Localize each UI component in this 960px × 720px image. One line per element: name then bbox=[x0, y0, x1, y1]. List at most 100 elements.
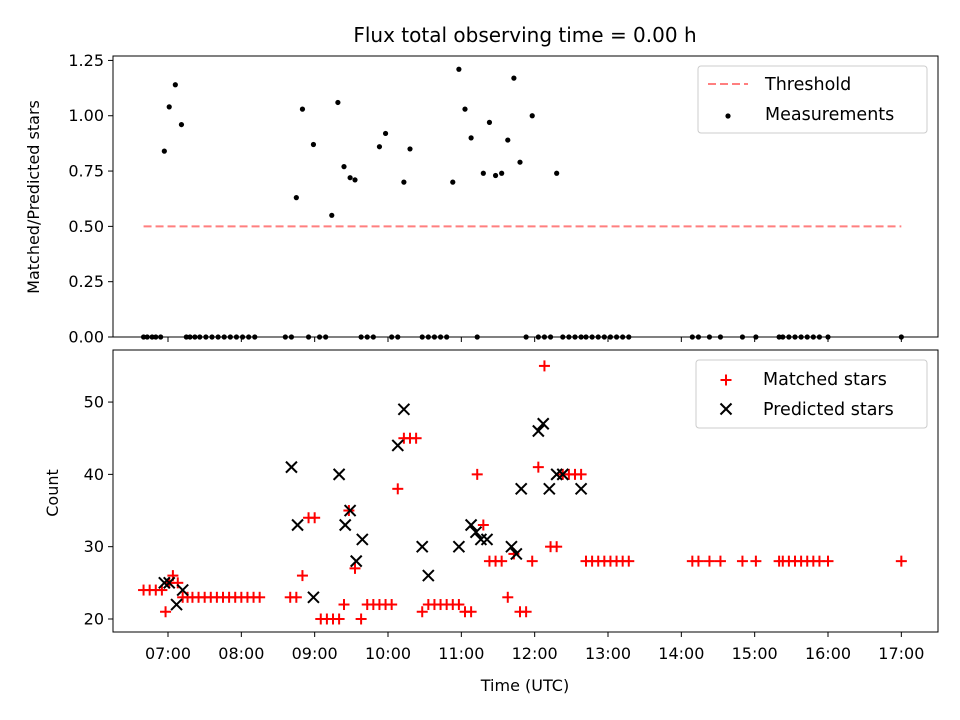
y-tick-label: 50 bbox=[84, 393, 104, 412]
measurement-point bbox=[717, 334, 724, 340]
measurement-point bbox=[239, 334, 246, 340]
measurement-point bbox=[352, 177, 358, 183]
predicted-star-point bbox=[543, 482, 556, 496]
measurement-point bbox=[583, 334, 589, 340]
measurement-point bbox=[695, 334, 702, 340]
bottom-panel: 20 30 40 50 07:00 08:00 09:00 10:00 11:00 12:00 1… bbox=[43, 349, 939, 695]
x-tick-label: 11:00 bbox=[438, 644, 484, 663]
predicted-star-point bbox=[350, 554, 363, 568]
measurement-point bbox=[753, 334, 759, 340]
legend-x-marker bbox=[719, 402, 733, 416]
measurement-point bbox=[613, 334, 620, 340]
measurement-point bbox=[419, 334, 425, 340]
measurement-point bbox=[523, 334, 529, 340]
predicted-star-point bbox=[510, 547, 523, 561]
matched-star-point bbox=[502, 591, 514, 603]
matched-star-point bbox=[410, 432, 422, 444]
x-tick-label: 14:00 bbox=[658, 644, 704, 663]
measurement-point bbox=[798, 334, 804, 340]
predicted-star-point bbox=[537, 417, 550, 430]
predicted-star-point bbox=[452, 540, 466, 553]
measurement-point bbox=[209, 334, 215, 340]
measurement-point bbox=[825, 334, 831, 340]
measurement-point bbox=[370, 334, 376, 340]
matched-star-point bbox=[714, 555, 726, 567]
predicted-star-point bbox=[339, 518, 352, 532]
measurement-point bbox=[780, 334, 786, 340]
top-legend: Threshold Measurements bbox=[697, 65, 928, 134]
matched-star-point bbox=[623, 555, 635, 567]
bottom-legend: Matched stars Predicted stars bbox=[695, 359, 928, 429]
chart-title: Flux total observing time = 0.00 h bbox=[353, 23, 696, 47]
measurement-point bbox=[215, 334, 221, 340]
measurement-point bbox=[601, 334, 607, 340]
measurement-point bbox=[499, 170, 505, 176]
measurement-point bbox=[589, 334, 595, 340]
bottom-y-axis: 20 30 40 50 bbox=[84, 393, 113, 628]
matched-star-point bbox=[386, 599, 398, 611]
predicted-star-point bbox=[422, 569, 435, 582]
predicted-star-point bbox=[291, 518, 304, 532]
measurement-point bbox=[172, 82, 178, 88]
x-tick-label: 08:00 bbox=[218, 644, 264, 663]
predicted-star-point bbox=[515, 482, 528, 496]
predicted-star-point bbox=[505, 540, 518, 553]
matched-star-point bbox=[465, 606, 477, 618]
predicted-star-point bbox=[307, 591, 320, 604]
measurement-point bbox=[323, 334, 329, 340]
measurement-point bbox=[395, 334, 401, 340]
legend-matched-label: Matched stars bbox=[763, 370, 887, 390]
measurement-point bbox=[444, 334, 450, 340]
measurement-point bbox=[407, 146, 413, 152]
matched-star-point bbox=[496, 555, 508, 567]
measurement-point bbox=[462, 106, 468, 112]
measurement-point bbox=[221, 334, 227, 340]
predicted-star-point bbox=[285, 460, 298, 474]
measurement-point bbox=[792, 334, 798, 340]
bottom-y-axis-label: Count bbox=[43, 469, 62, 517]
measurement-point bbox=[480, 170, 486, 176]
matched-star-point bbox=[309, 512, 321, 524]
measurement-point bbox=[158, 334, 164, 340]
matched-star-point bbox=[526, 555, 538, 567]
measurement-point bbox=[192, 334, 198, 340]
x-tick-label: 17:00 bbox=[878, 644, 924, 663]
measurement-point bbox=[341, 164, 347, 170]
y-tick-label: 0.50 bbox=[68, 217, 104, 236]
legend-threshold-label: Threshold bbox=[764, 75, 851, 95]
legend-plus-marker bbox=[720, 374, 732, 386]
predicted-star-point bbox=[391, 439, 404, 452]
measurement-point bbox=[505, 137, 511, 143]
legend-predicted-swatch bbox=[719, 402, 733, 416]
matched-star-point bbox=[333, 613, 345, 625]
measurement-point bbox=[578, 334, 584, 340]
legend-measurements-label: Measurements bbox=[765, 105, 894, 125]
predicted-star-point bbox=[574, 482, 588, 496]
top-y-axis-label: Matched/Predicted stars bbox=[24, 100, 43, 294]
measurement-point bbox=[316, 334, 323, 340]
measurement-point bbox=[535, 334, 541, 340]
measurement-point bbox=[389, 334, 395, 340]
measurement-point bbox=[282, 334, 288, 340]
predicted-star-point bbox=[332, 468, 346, 481]
top-panel: 0.00 0.25 0.50 0.75 1.00 1.25 Matched/Predict… bbox=[24, 51, 939, 347]
predicted-star-point bbox=[464, 518, 478, 532]
matched-star-point bbox=[349, 562, 361, 574]
y-tick-label: 20 bbox=[84, 609, 104, 628]
x-tick-label: 16:00 bbox=[805, 644, 851, 663]
measurement-point bbox=[620, 334, 626, 340]
predicted-star-point bbox=[158, 576, 171, 590]
predicted-star-point bbox=[397, 403, 411, 416]
measurement-point bbox=[358, 334, 364, 340]
y-tick-label: 0.75 bbox=[68, 162, 104, 181]
matched-star-point bbox=[520, 606, 532, 618]
measurement-point bbox=[197, 334, 203, 340]
matched-star-point bbox=[750, 555, 762, 567]
measurement-point bbox=[810, 334, 816, 340]
measurement-point bbox=[511, 75, 517, 81]
measurement-point bbox=[468, 135, 474, 141]
measurement-point bbox=[786, 334, 792, 340]
measurement-point bbox=[517, 159, 523, 165]
measurement-point bbox=[401, 179, 407, 185]
measurement-point bbox=[252, 334, 258, 340]
